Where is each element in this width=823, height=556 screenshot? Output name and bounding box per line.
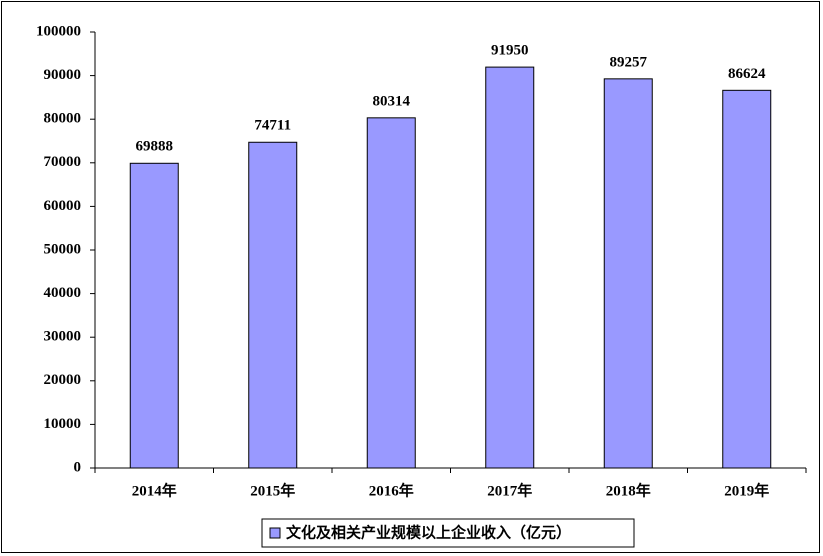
bar [485, 66, 535, 469]
bar [248, 141, 298, 469]
x-tick-label: 2014年 [132, 481, 177, 499]
x-tick-label: 2018年 [606, 481, 651, 499]
y-tick-label: 100000 [36, 23, 81, 39]
legend-swatch [269, 527, 281, 539]
y-tick-label: 30000 [44, 329, 82, 345]
legend-box [261, 518, 635, 548]
y-tick-label: 60000 [44, 198, 82, 214]
bar [366, 117, 416, 469]
y-tick-label: 70000 [44, 154, 82, 170]
x-tick-label: 2016年 [369, 481, 414, 499]
y-tick-label: 20000 [44, 372, 82, 388]
y-tick-label: 10000 [44, 416, 82, 432]
data-label: 80314 [373, 93, 411, 109]
bar [603, 78, 653, 469]
y-tick-label: 40000 [44, 285, 82, 301]
x-tick-label: 2019年 [724, 481, 769, 499]
data-label: 69888 [136, 139, 174, 155]
y-tick-label: 0 [74, 459, 82, 475]
y-tick-label: 50000 [44, 241, 82, 257]
data-label: 91950 [491, 43, 529, 59]
x-tick-label: 2017年 [487, 481, 532, 499]
bar [129, 162, 179, 469]
data-label: 86624 [728, 66, 766, 82]
legend-label: 文化及相关产业规模以上企业收入（亿元） [286, 523, 571, 541]
x-tick-label: 2015年 [250, 481, 295, 499]
y-tick-label: 80000 [44, 111, 82, 127]
data-label: 74711 [254, 118, 291, 134]
y-tick-label: 90000 [44, 67, 82, 83]
bar [722, 89, 772, 469]
data-label: 89257 [610, 54, 648, 70]
